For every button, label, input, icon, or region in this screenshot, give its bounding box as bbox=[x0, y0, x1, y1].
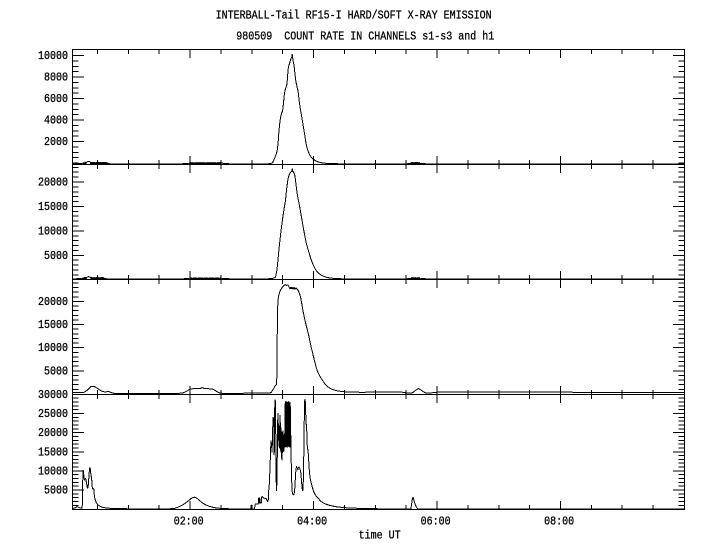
svg-text:15000: 15000 bbox=[38, 318, 68, 332]
svg-text:02:00: 02:00 bbox=[174, 514, 204, 528]
svg-text:4000: 4000 bbox=[44, 114, 68, 128]
svg-text:5000: 5000 bbox=[44, 484, 68, 498]
svg-text:time UT: time UT bbox=[359, 528, 401, 542]
svg-text:8000: 8000 bbox=[44, 71, 68, 85]
svg-text:20000: 20000 bbox=[38, 295, 68, 309]
svg-text:20000: 20000 bbox=[38, 426, 68, 440]
svg-text:04:00: 04:00 bbox=[297, 514, 327, 528]
svg-text:06:00: 06:00 bbox=[421, 514, 451, 528]
svg-text:5000: 5000 bbox=[44, 364, 68, 378]
svg-text:08:00: 08:00 bbox=[544, 514, 574, 528]
svg-text:10000: 10000 bbox=[38, 224, 68, 238]
svg-text:10000: 10000 bbox=[38, 464, 68, 478]
svg-text:2000: 2000 bbox=[44, 135, 68, 149]
svg-text:10000: 10000 bbox=[38, 341, 68, 355]
svg-text:5000: 5000 bbox=[44, 249, 68, 263]
svg-text:INTERBALL-Tail RF15-I HARD/SOF: INTERBALL-Tail RF15-I HARD/SOFT X-RAY EM… bbox=[216, 9, 492, 23]
svg-text:30000: 30000 bbox=[38, 388, 68, 402]
svg-text:15000: 15000 bbox=[38, 445, 68, 459]
svg-text:20000: 20000 bbox=[38, 176, 68, 190]
svg-text:6000: 6000 bbox=[44, 92, 68, 106]
svg-text:980509 COUNT RATE IN CHANNELS: 980509 COUNT RATE IN CHANNELS s1-s3 and … bbox=[236, 29, 494, 43]
svg-text:10000: 10000 bbox=[38, 49, 68, 63]
svg-text:25000: 25000 bbox=[38, 407, 68, 421]
svg-text:15000: 15000 bbox=[38, 200, 68, 214]
